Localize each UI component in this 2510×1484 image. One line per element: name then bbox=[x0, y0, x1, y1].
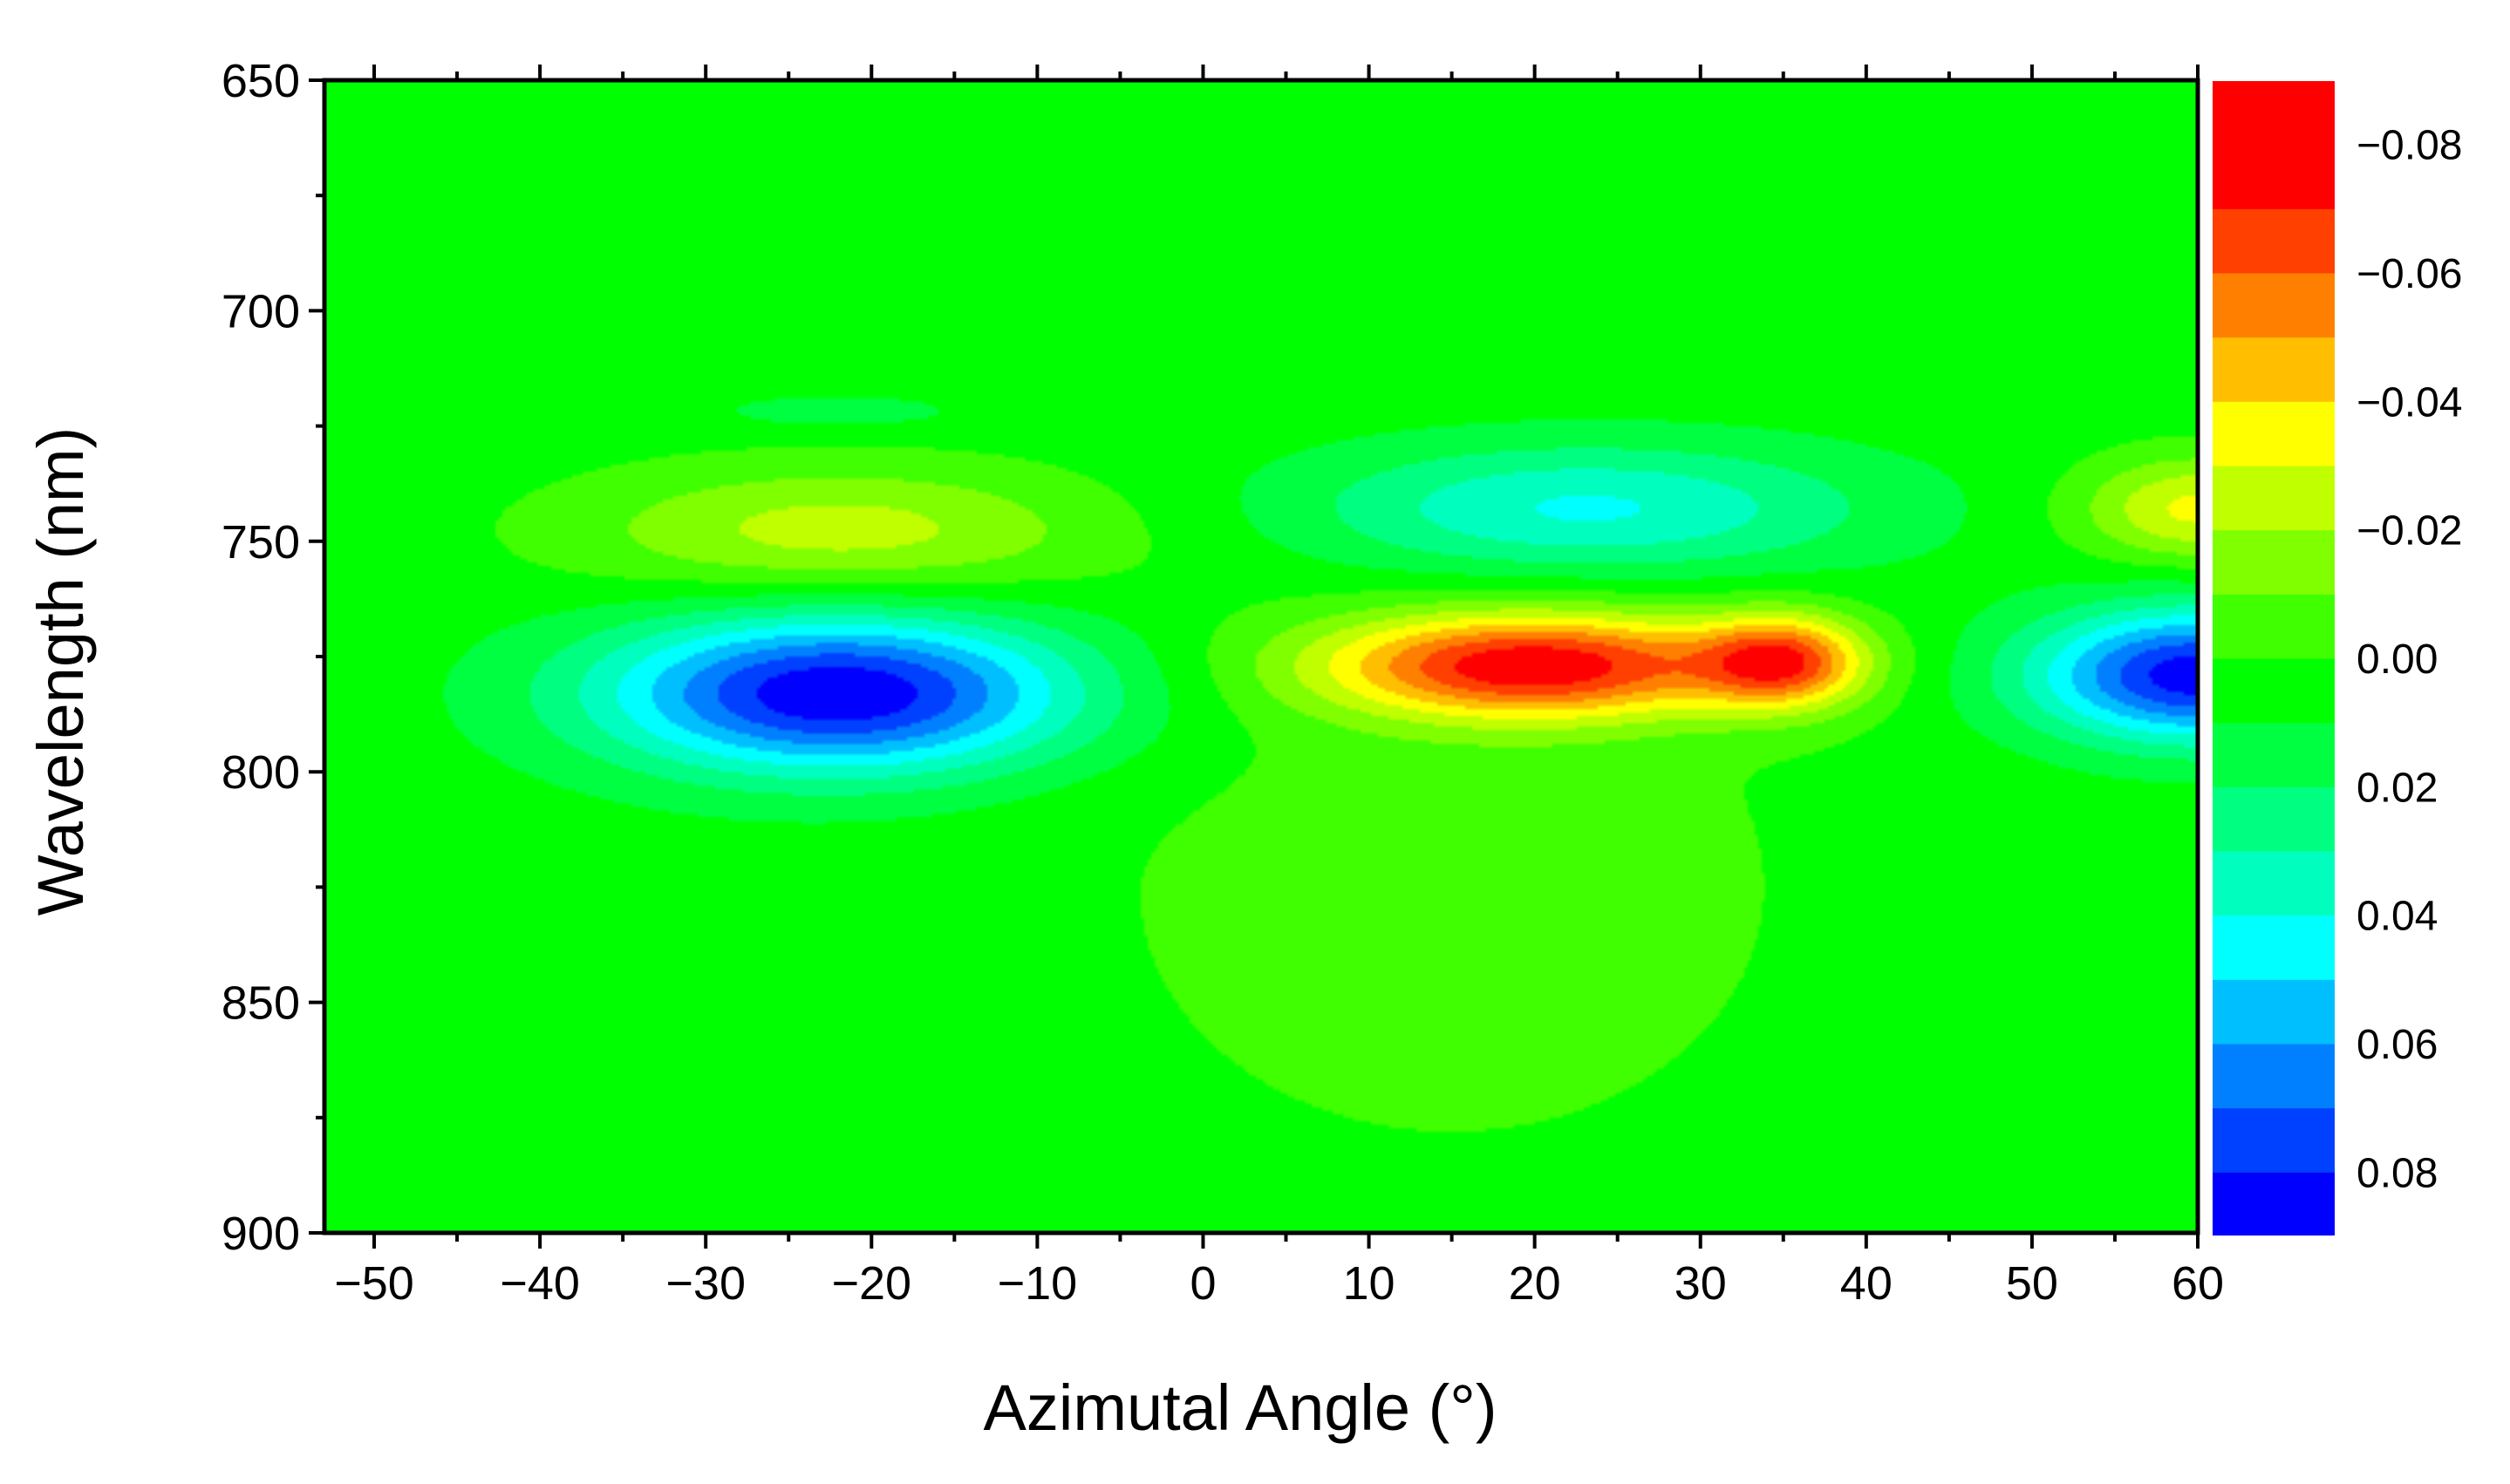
colorbar-swatch bbox=[2212, 80, 2336, 209]
colorbar-swatch bbox=[2212, 979, 2336, 1045]
x-tick-label: 0 bbox=[1190, 1257, 1216, 1310]
contour-map bbox=[324, 80, 2198, 1233]
colorbar-swatch bbox=[2212, 529, 2336, 595]
plot-area bbox=[322, 78, 2200, 1236]
y-axis-title: Wavelength (nm) bbox=[24, 427, 97, 916]
colorbar-swatch bbox=[2212, 337, 2336, 402]
colorbar-swatch bbox=[2212, 401, 2336, 466]
colorbar-tick-label: 0.04 bbox=[2357, 894, 2438, 940]
colorbar-frame bbox=[2211, 79, 2336, 1237]
colorbar-swatch bbox=[2212, 1172, 2336, 1237]
colorbar-tick-label: −0.08 bbox=[2357, 123, 2462, 169]
x-tick-label: 40 bbox=[1840, 1257, 1893, 1310]
x-tick-label: 20 bbox=[1509, 1257, 1561, 1310]
colorbar-swatch bbox=[2212, 915, 2336, 980]
y-axis: 650 700 750 800 850 900 bbox=[222, 55, 324, 1260]
x-tick-label: −10 bbox=[998, 1257, 1078, 1310]
y-tick-label: 750 bbox=[222, 516, 300, 568]
y-tick-label: 900 bbox=[222, 1208, 300, 1260]
x-axis: −50 −40 −30 −20 −10 0 10 20 30 40 50 60 bbox=[334, 65, 2224, 1310]
colorbar-swatch bbox=[2212, 466, 2336, 531]
y-tick-label: 850 bbox=[222, 977, 300, 1030]
colorbar-swatch bbox=[2212, 273, 2336, 338]
colorbar-swatch bbox=[2212, 851, 2336, 916]
colorbar-tick-label: −0.04 bbox=[2357, 379, 2462, 425]
colorbar-swatch bbox=[2212, 594, 2336, 659]
x-tick-label: −40 bbox=[500, 1257, 580, 1310]
x-tick-label: 30 bbox=[1674, 1257, 1727, 1310]
x-tick-label: −20 bbox=[831, 1257, 911, 1310]
y-tick-label: 700 bbox=[222, 285, 300, 337]
colorbar-swatch bbox=[2212, 1044, 2336, 1109]
colorbar-tick-label: 0.02 bbox=[2357, 765, 2438, 811]
colorbar-swatch bbox=[2212, 722, 2336, 787]
x-tick-label: 60 bbox=[2172, 1257, 2224, 1310]
x-tick-label: 50 bbox=[2006, 1257, 2058, 1310]
colorbar-tick-label: −0.02 bbox=[2357, 508, 2462, 555]
x-tick-label: −30 bbox=[665, 1257, 746, 1310]
colorbar-tick-label: 0.00 bbox=[2357, 636, 2438, 683]
y-tick-label: 650 bbox=[222, 55, 300, 107]
colorbar-tick-label: −0.06 bbox=[2357, 251, 2462, 297]
colorbar-swatch bbox=[2212, 1107, 2336, 1173]
x-tick-label: −50 bbox=[334, 1257, 414, 1310]
y-tick-label: 800 bbox=[222, 746, 300, 799]
colorbar-tick-label: 0.08 bbox=[2357, 1150, 2438, 1196]
colorbar-swatch bbox=[2212, 658, 2336, 724]
x-axis-title: Azimutal Angle (°) bbox=[984, 1372, 1497, 1444]
colorbar-tick-label: 0.06 bbox=[2357, 1022, 2438, 1068]
colorbar-swatch bbox=[2212, 786, 2336, 852]
colorbar-swatch bbox=[2212, 208, 2336, 274]
colorbar: −0.08 −0.06 −0.04 −0.02 0.00 0.02 0.04 0.06 0.08 bbox=[2211, 79, 2462, 1237]
x-tick-label: 10 bbox=[1343, 1257, 1395, 1310]
